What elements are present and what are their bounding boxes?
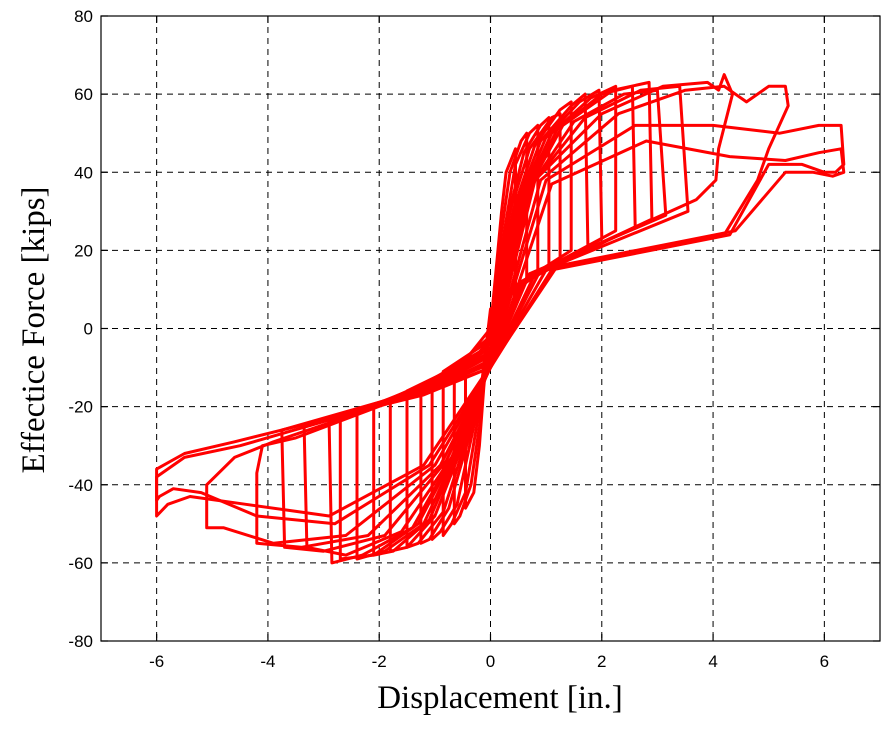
hysteresis-loop-13	[280, 84, 690, 553]
x-tick-label: 6	[820, 652, 829, 671]
x-axis-title: Displacement [in.]	[377, 680, 623, 716]
y-tick-label: -40	[68, 476, 93, 495]
x-tick-label: 4	[708, 652, 717, 671]
x-tick-label: -2	[372, 652, 387, 671]
y-tick-label: -60	[68, 554, 93, 573]
hysteresis-loop-3	[441, 123, 540, 537]
y-tick-label: 0	[84, 320, 93, 339]
x-tick-label: 2	[597, 652, 606, 671]
x-tick-label: 0	[486, 652, 495, 671]
x-tick-label: -6	[149, 652, 164, 671]
plot-area	[155, 73, 846, 565]
hysteresis-loop-9	[355, 84, 618, 561]
y-tick-label: -20	[68, 398, 93, 417]
gridlines	[101, 16, 880, 641]
y-tick-label: 80	[74, 7, 93, 26]
y-tick-label: 40	[74, 163, 93, 182]
y-axis-title: Effectice Force [kips]	[16, 186, 52, 473]
y-tick-label: 60	[74, 85, 93, 104]
hysteresis-loop-14	[255, 73, 734, 549]
x-tick-label: -4	[260, 652, 275, 671]
y-tick-label: 20	[74, 241, 93, 260]
y-tick-label: -80	[68, 632, 93, 651]
hysteresis-loop-17	[155, 139, 846, 518]
